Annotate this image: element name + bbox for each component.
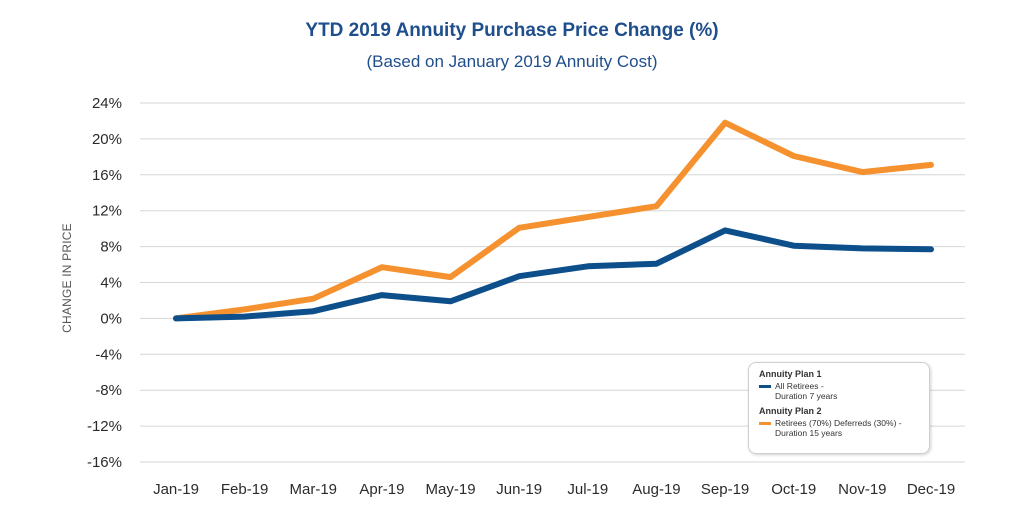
x-tick-label: Dec-19 bbox=[907, 481, 955, 498]
x-tick-label: Jul-19 bbox=[567, 481, 608, 498]
y-axis-label: CHANGE IN PRICE bbox=[60, 223, 74, 333]
gridlines bbox=[140, 102, 965, 463]
x-tick-label: Mar-19 bbox=[290, 481, 338, 498]
x-tick-label: Nov-19 bbox=[838, 481, 886, 498]
x-tick-label: Jan-19 bbox=[153, 481, 199, 498]
x-tick-label: Aug-19 bbox=[632, 481, 680, 498]
series-lines bbox=[173, 119, 934, 322]
chart-subtitle: (Based on January 2019 Annuity Cost) bbox=[366, 52, 658, 71]
x-tick-label: Feb-19 bbox=[221, 481, 269, 498]
series-line-plan-1 bbox=[173, 227, 934, 322]
series-line-plan-2 bbox=[173, 119, 934, 322]
x-tick-label: Sep-19 bbox=[701, 481, 749, 498]
y-tick-label: -4% bbox=[95, 346, 122, 363]
x-tick-label: Apr-19 bbox=[359, 481, 404, 498]
legend-label-1-line-2: Duration 7 years bbox=[775, 391, 838, 401]
y-tick-label: 16% bbox=[92, 167, 122, 184]
legend-label-1-line-1: All Retirees - bbox=[775, 381, 824, 391]
legend-swatch-1 bbox=[759, 385, 771, 388]
x-tick-label: May-19 bbox=[426, 481, 476, 498]
y-tick-label: 4% bbox=[100, 275, 122, 292]
y-tick-label: 0% bbox=[100, 310, 122, 327]
legend-label-2-line-2: Duration 15 years bbox=[775, 428, 843, 438]
y-tick-label: -16% bbox=[87, 454, 122, 471]
x-tick-label: Jun-19 bbox=[496, 481, 542, 498]
y-tick-label: -12% bbox=[87, 418, 122, 435]
y-tick-label: 8% bbox=[100, 239, 122, 256]
legend-item-2: Retirees (70%) Deferreds (30%) - Duratio… bbox=[759, 418, 919, 438]
x-axis-ticks: Jan-19 Feb-19 Mar-19 Apr-19 May-19 Jun-19 Jul-… bbox=[153, 481, 955, 498]
y-tick-label: 12% bbox=[92, 203, 122, 220]
legend-swatch-2 bbox=[759, 422, 771, 425]
legend: Annuity Plan 1 All Retirees - Duration 7… bbox=[748, 362, 930, 454]
legend-label-2-line-1: Retirees (70%) Deferreds (30%) - bbox=[775, 418, 902, 428]
legend-item-1: All Retirees - Duration 7 years bbox=[759, 381, 919, 401]
y-tick-label: 20% bbox=[92, 131, 122, 148]
y-tick-label: -8% bbox=[95, 382, 122, 399]
chart-title: YTD 2019 Annuity Purchase Price Change (… bbox=[305, 20, 719, 41]
y-axis-ticks: 24% 20% 16% 12% 8% 4% 0% -4% -8% -12% -16% bbox=[87, 95, 122, 471]
y-tick-label: 24% bbox=[92, 95, 122, 112]
legend-group-1-title: Annuity Plan 1 bbox=[759, 369, 822, 379]
x-tick-label: Oct-19 bbox=[771, 481, 816, 498]
legend-group-2-title: Annuity Plan 2 bbox=[759, 406, 822, 416]
